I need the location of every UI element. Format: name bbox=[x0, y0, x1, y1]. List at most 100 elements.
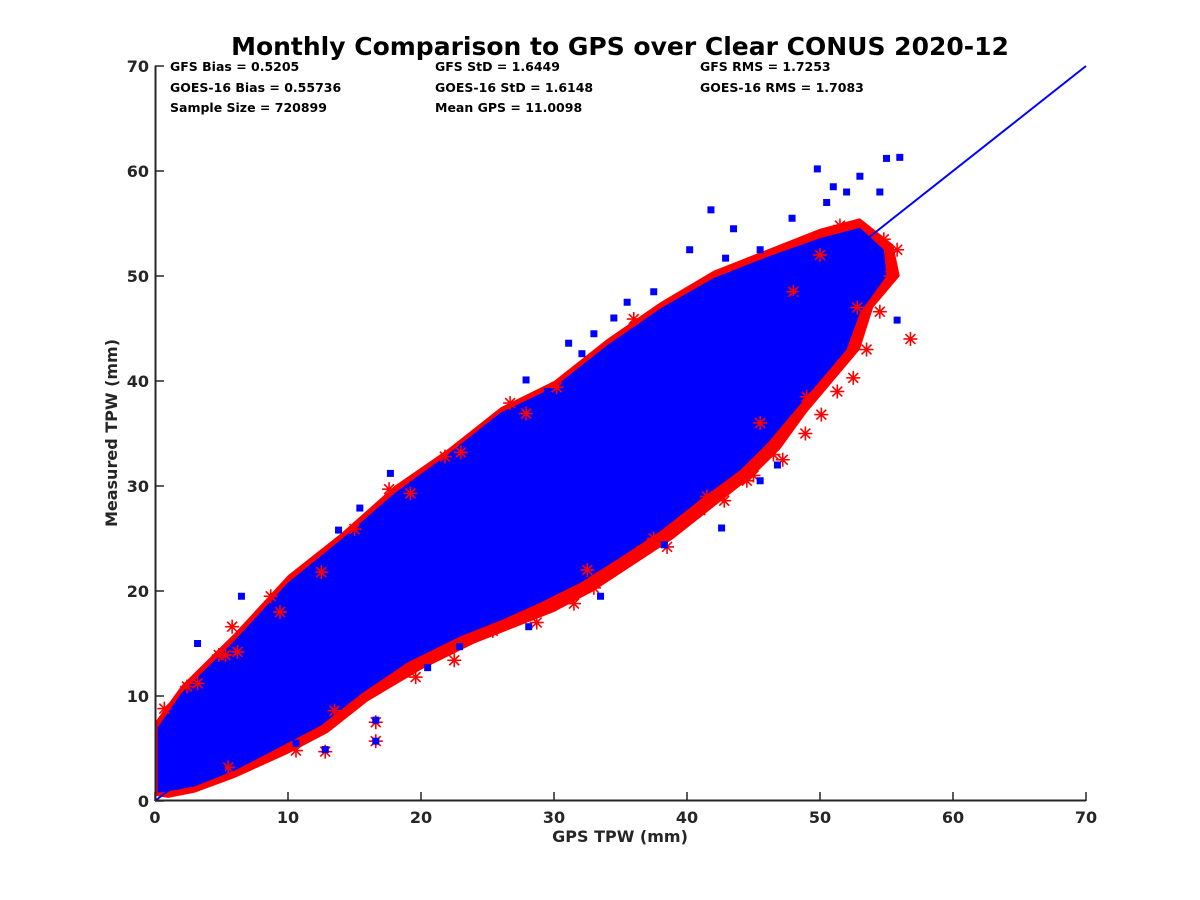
goes16-point bbox=[543, 388, 551, 395]
goes16-point bbox=[876, 188, 884, 196]
goes16-point bbox=[896, 153, 904, 161]
y-tick-label: 40 bbox=[127, 372, 149, 391]
goes16-point bbox=[218, 766, 225, 773]
stat-gfs-std: GFS StD = 1.6449 bbox=[435, 59, 560, 74]
gfs-point bbox=[566, 596, 581, 611]
series-goes16-points bbox=[194, 153, 904, 773]
gfs-point bbox=[699, 489, 714, 504]
goes16-point bbox=[464, 616, 472, 624]
gfs-point bbox=[799, 389, 814, 404]
stat-sample-size: Sample Size = 720899 bbox=[170, 100, 327, 115]
goes16-point bbox=[813, 165, 821, 173]
goes16-point bbox=[722, 254, 730, 262]
y-tick-label: 50 bbox=[127, 267, 149, 286]
x-tick-label: 70 bbox=[1075, 808, 1097, 827]
goes16-point bbox=[829, 183, 837, 191]
gfs-point bbox=[179, 679, 194, 694]
x-tick-label: 60 bbox=[942, 808, 964, 827]
goes16-point bbox=[893, 316, 901, 324]
goes16-point bbox=[796, 267, 804, 275]
goes16-point bbox=[610, 314, 618, 322]
goes16-point bbox=[597, 592, 605, 600]
goes16-point bbox=[660, 541, 668, 549]
gfs-point bbox=[766, 447, 781, 462]
goes16-point bbox=[351, 690, 358, 698]
goes16-point bbox=[856, 172, 864, 180]
gfs-point bbox=[586, 580, 601, 595]
goes16-point bbox=[414, 508, 422, 516]
stat-goes-std: GOES-16 StD = 1.6148 bbox=[435, 80, 593, 95]
gfs-point bbox=[832, 218, 847, 233]
gfs-point bbox=[437, 449, 452, 464]
gfs-point bbox=[872, 304, 887, 319]
stat-mean-gps: Mean GPS = 11.0098 bbox=[435, 100, 582, 115]
goes16-point bbox=[636, 325, 644, 332]
goes16-point bbox=[194, 640, 202, 647]
gfs-point bbox=[814, 407, 829, 422]
goes16-point bbox=[237, 592, 245, 600]
goes16-point bbox=[368, 518, 376, 526]
goes16-point bbox=[650, 288, 658, 296]
goes16-point bbox=[386, 469, 394, 477]
goes16-point bbox=[694, 472, 702, 479]
stat-gfs-bias: GFS Bias = 0.5205 bbox=[170, 59, 299, 74]
gfs-point bbox=[347, 522, 362, 537]
gfs-point bbox=[403, 486, 418, 501]
gfs-point bbox=[813, 248, 827, 262]
goes16-point bbox=[271, 734, 279, 742]
gfs-point bbox=[503, 396, 518, 411]
goes16-point bbox=[484, 424, 491, 432]
gfs-point bbox=[890, 242, 905, 257]
gfs-point bbox=[859, 342, 874, 357]
goes16-point bbox=[503, 592, 511, 600]
goes16-point bbox=[335, 526, 343, 534]
goes16-point bbox=[823, 199, 831, 206]
goes16-point bbox=[756, 246, 764, 254]
gfs-point bbox=[225, 619, 240, 634]
gfs-point bbox=[408, 670, 423, 685]
gfs-point bbox=[314, 565, 329, 580]
gfs-point bbox=[263, 589, 278, 604]
gfs-point bbox=[453, 445, 468, 460]
goes16-point bbox=[285, 589, 293, 597]
goes16-point bbox=[686, 246, 694, 254]
gfs-point bbox=[580, 563, 595, 577]
gfs-point bbox=[549, 380, 564, 395]
goes16-point bbox=[372, 737, 380, 745]
goes16-point bbox=[444, 474, 452, 482]
goes16-point bbox=[321, 746, 329, 754]
gfs-point bbox=[529, 615, 544, 630]
gfs-point bbox=[717, 493, 732, 508]
one-to-one-reference-line bbox=[154, 65, 1087, 802]
gfs-point bbox=[485, 623, 500, 638]
goes16-point bbox=[356, 504, 364, 512]
gfs-point bbox=[850, 300, 865, 315]
gfs-point bbox=[903, 332, 918, 346]
gfs-point bbox=[798, 426, 813, 441]
goes16-point bbox=[739, 403, 747, 411]
plot-area bbox=[154, 65, 1087, 802]
x-axis-label: GPS TPW (mm) bbox=[552, 827, 688, 846]
y-tick-label: 60 bbox=[127, 162, 149, 181]
gfs-point bbox=[382, 482, 397, 497]
gfs-point bbox=[190, 676, 205, 691]
gfs-point bbox=[218, 648, 233, 663]
gfs-point bbox=[327, 703, 342, 718]
gfs-point bbox=[876, 232, 891, 247]
goes16-point bbox=[643, 508, 651, 516]
y-tick-label: 10 bbox=[127, 687, 149, 706]
stat-goes-rms: GOES-16 RMS = 1.7083 bbox=[700, 80, 864, 95]
goes16-point bbox=[474, 434, 482, 442]
gfs-point bbox=[626, 312, 641, 327]
gfs-point bbox=[883, 269, 898, 283]
goes16-point bbox=[424, 664, 432, 672]
goes16-point bbox=[525, 623, 533, 631]
goes16-point bbox=[883, 154, 890, 162]
x-axis-ticks: 0 10 20 30 40 50 60 70 bbox=[149, 792, 1097, 827]
gfs-point bbox=[447, 653, 462, 668]
y-axis-label: Measured TPW (mm) bbox=[102, 339, 121, 527]
goes16-point bbox=[590, 330, 598, 338]
x-tick-label: 30 bbox=[543, 808, 565, 827]
statistics-panel: GFS Bias = 0.5205 GOES-16 Bias = 0.55736… bbox=[170, 59, 864, 115]
